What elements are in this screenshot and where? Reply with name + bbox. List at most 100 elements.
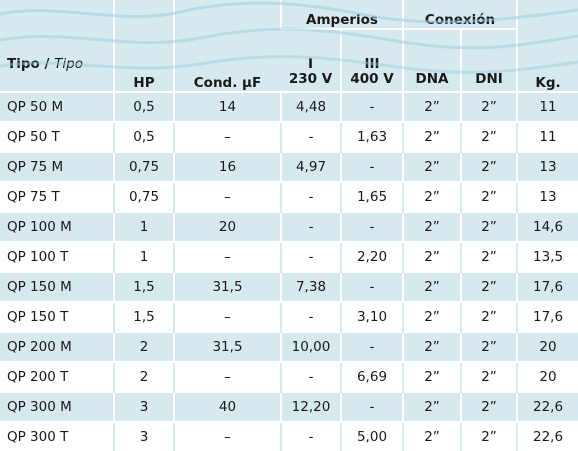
cell-dna: 2” (402, 392, 461, 422)
cell-amp-single-phase: - (280, 362, 341, 392)
cell-dni: 2” (459, 92, 518, 122)
cell-amp-single-phase: - (280, 302, 341, 332)
cell-kg: 14,6 (516, 212, 578, 242)
header-dna: DNA (402, 29, 461, 92)
cell-tipo: QP 100 T (0, 242, 114, 272)
cell-cond: 31,5 (173, 272, 281, 302)
cell-amp-three-phase: 1,65 (340, 182, 403, 212)
cell-dna: 2” (402, 302, 461, 332)
cell-tipo: QP 75 M (0, 152, 114, 182)
cell-hp: 1,5 (113, 272, 174, 302)
cell-hp: 0,5 (113, 92, 174, 122)
cell-dna: 2” (402, 272, 461, 302)
cell-tipo: QP 300 M (0, 392, 114, 422)
cell-hp: 0,75 (113, 152, 174, 182)
cell-dni: 2” (459, 392, 518, 422)
cell-amp-three-phase: - (340, 92, 403, 122)
header-amp-single-phase: I 230 V (281, 29, 341, 92)
cell-kg: 13 (516, 152, 578, 182)
cell-tipo: QP 200 T (0, 362, 114, 392)
cell-dna: 2” (402, 422, 461, 451)
cell-cond: – (173, 122, 281, 152)
cell-dni: 2” (459, 152, 518, 182)
cell-amp-single-phase: 12,20 (280, 392, 341, 422)
cell-tipo: QP 50 T (0, 122, 114, 152)
cell-amp-three-phase: 6,69 (340, 362, 403, 392)
table-row: QP 50 T 0,5– -1,63 2” 2” 11 (0, 122, 578, 152)
cell-amp-single-phase: 4,48 (280, 92, 341, 122)
cell-amp-single-phase: - (280, 182, 341, 212)
cell-amp-three-phase: - (340, 392, 403, 422)
table-row: QP 200 M 2 31,5 10,00-2” 2” 20 (0, 332, 578, 362)
cell-dna: 2” (402, 242, 461, 272)
cell-hp: 1 (113, 242, 174, 272)
cell-amp-single-phase: - (280, 242, 341, 272)
table-row: QP 75 T 0,75– -1,65 2” 2” 13 (0, 182, 578, 212)
cell-cond: 31,5 (173, 332, 281, 362)
cell-hp: 3 (113, 392, 174, 422)
cell-amp-single-phase: - (280, 122, 341, 152)
cell-cond: – (173, 302, 281, 332)
cell-amp-three-phase: 2,20 (340, 242, 403, 272)
cell-dni: 2” (459, 272, 518, 302)
cell-hp: 1,5 (113, 302, 174, 332)
header-amp-three-phase: III 400 V (340, 29, 403, 92)
cell-cond: – (173, 182, 281, 212)
cell-tipo: QP 300 T (0, 422, 114, 451)
header-dni: DNI (459, 29, 518, 92)
cell-dna: 2” (402, 152, 461, 182)
cell-tipo: QP 200 M (0, 332, 114, 362)
cell-amp-single-phase: 10,00 (280, 332, 341, 362)
cell-dni: 2” (459, 212, 518, 242)
cell-dna: 2” (402, 122, 461, 152)
cell-kg: 13 (516, 182, 578, 212)
cell-tipo: QP 50 M (0, 92, 114, 122)
cell-tipo: QP 150 M (0, 272, 114, 302)
cell-dni: 2” (459, 242, 518, 272)
table-row: QP 50 M 0,5 14 4,48-2” 2” 11 (0, 92, 578, 122)
cell-hp: 0,5 (113, 122, 174, 152)
cell-dna: 2” (402, 362, 461, 392)
table-row: QP 300 M 3 40 12,20-2” 2” 22,6 (0, 392, 578, 422)
cell-dni: 2” (459, 332, 518, 362)
cell-cond: 40 (173, 392, 281, 422)
wave-decoration (0, 1, 578, 74)
cell-amp-three-phase: - (340, 152, 403, 182)
table-row: QP 150 T 1,5– -3,10 2” 2” 17,6 (0, 302, 578, 332)
cell-cond: – (173, 422, 281, 451)
cell-kg: 17,6 (516, 302, 578, 332)
header-conexion: Conexión (401, 0, 518, 30)
cell-kg: 13,5 (516, 242, 578, 272)
cell-hp: 2 (113, 362, 174, 392)
cell-hp: 2 (113, 332, 174, 362)
cell-amp-three-phase: 5,00 (340, 422, 403, 451)
cell-amp-single-phase: 4,97 (280, 152, 341, 182)
table-row: QP 300 T 3– -5,00 2” 2” 22,6 (0, 422, 578, 451)
cell-kg: 11 (516, 122, 578, 152)
cell-amp-three-phase: 1,63 (340, 122, 403, 152)
cell-kg: 11 (516, 92, 578, 122)
table-row: QP 75 M 0,75 16 4,97-2” 2” 13 (0, 152, 578, 182)
cell-amp-three-phase: - (340, 332, 403, 362)
cell-tipo: QP 100 M (0, 212, 114, 242)
cell-tipo: QP 75 T (0, 182, 114, 212)
cell-cond: – (173, 362, 281, 392)
cell-dni: 2” (459, 422, 518, 451)
cell-amp-single-phase: - (280, 422, 341, 451)
table-row: QP 100 M 1 20- -2” 2” 14,6 (0, 212, 578, 242)
cell-amp-single-phase: - (280, 212, 341, 242)
cell-amp-three-phase: - (340, 212, 403, 242)
table-row: QP 200 T 2– -6,69 2” 2” 20 (0, 362, 578, 392)
cell-cond: 16 (173, 152, 281, 182)
cell-kg: 20 (516, 362, 578, 392)
table-row: QP 150 M 1,5 31,5 7,38-2” 2” 17,6 (0, 272, 578, 302)
table-row: QP 100 T 1– -2,20 2” 2” 13,5 (0, 242, 578, 272)
cell-dni: 2” (459, 122, 518, 152)
cell-hp: 3 (113, 422, 174, 451)
cell-dna: 2” (402, 332, 461, 362)
cell-cond: 20 (173, 212, 281, 242)
cell-amp-three-phase: 3,10 (340, 302, 403, 332)
cell-kg: 22,6 (516, 422, 578, 451)
cell-amp-three-phase: - (340, 272, 403, 302)
cell-kg: 17,6 (516, 272, 578, 302)
